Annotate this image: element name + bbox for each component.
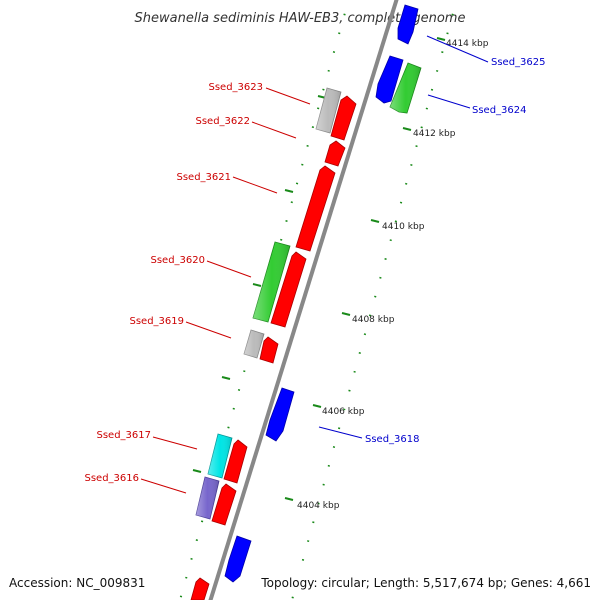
label-ssed-3625[interactable]: Ssed_3625 [491,57,546,68]
label-ssed-3623[interactable]: Ssed_3623 [208,82,263,93]
label-ssed-3616[interactable]: Ssed_3616 [84,473,139,484]
gene-ssed-3617-cyan[interactable] [207,433,233,479]
accession-text: Accession: NC_009831 [9,576,145,590]
major-ticks [284,37,446,501]
gene-ssed-3624-blue[interactable] [375,55,404,104]
gene-ssed-3623[interactable] [315,87,342,134]
gene-ssed-3620b[interactable] [270,251,307,328]
kbp-label-4414: 4414 kbp [446,39,489,49]
gene-ssed-3622[interactable] [330,95,357,141]
kbp-label-4408: 4408 kbp [352,315,395,325]
label-ssed-3624[interactable]: Ssed_3624 [472,105,527,116]
label-ssed-3619[interactable]: Ssed_3619 [129,316,184,327]
gene-ssed-3618[interactable] [265,387,295,442]
gene-ssed-3619b[interactable] [259,336,279,364]
kbp-label-4410: 4410 kbp [382,222,425,232]
summary-bg [256,572,600,594]
gene-ssed-3621[interactable] [295,165,336,252]
gene-ssed-3616-red[interactable] [211,483,237,526]
inner-major-ticks [192,95,327,473]
gene-ssed-3619[interactable] [243,329,265,359]
genome-summary: Topology: circular; Length: 5,517,674 bp… [260,576,591,590]
kbp-label-4404: 4404 kbp [297,501,340,511]
gene-ssed-3617-red[interactable] [223,439,248,484]
gene-ssed-3622b[interactable] [324,140,346,167]
gene-ssed-3624-green[interactable] [389,62,422,114]
label-ssed-3621[interactable]: Ssed_3621 [176,172,231,183]
label-leaders [140,35,489,494]
gene-ssed-3620[interactable] [252,241,291,323]
gene-ssed-3625-top[interactable] [397,4,419,45]
gene-forward-bottom[interactable] [190,577,210,600]
label-ssed-3620[interactable]: Ssed_3620 [150,255,205,266]
map-title: Shewanella sediminis HAW-EB3, complete g… [135,11,466,26]
label-ssed-3618[interactable]: Ssed_3618 [365,434,420,445]
kbp-label-4412: 4412 kbp [413,129,456,139]
kbp-label-4406: 4406 kbp [322,407,365,417]
accession-bg [0,572,160,594]
label-ssed-3622[interactable]: Ssed_3622 [195,116,250,127]
label-ssed-3617[interactable]: Ssed_3617 [96,430,151,441]
gene-reverse-bottom[interactable] [224,535,252,583]
gene-ssed-3616-purple[interactable] [195,476,220,520]
genome-backbone [208,0,399,600]
